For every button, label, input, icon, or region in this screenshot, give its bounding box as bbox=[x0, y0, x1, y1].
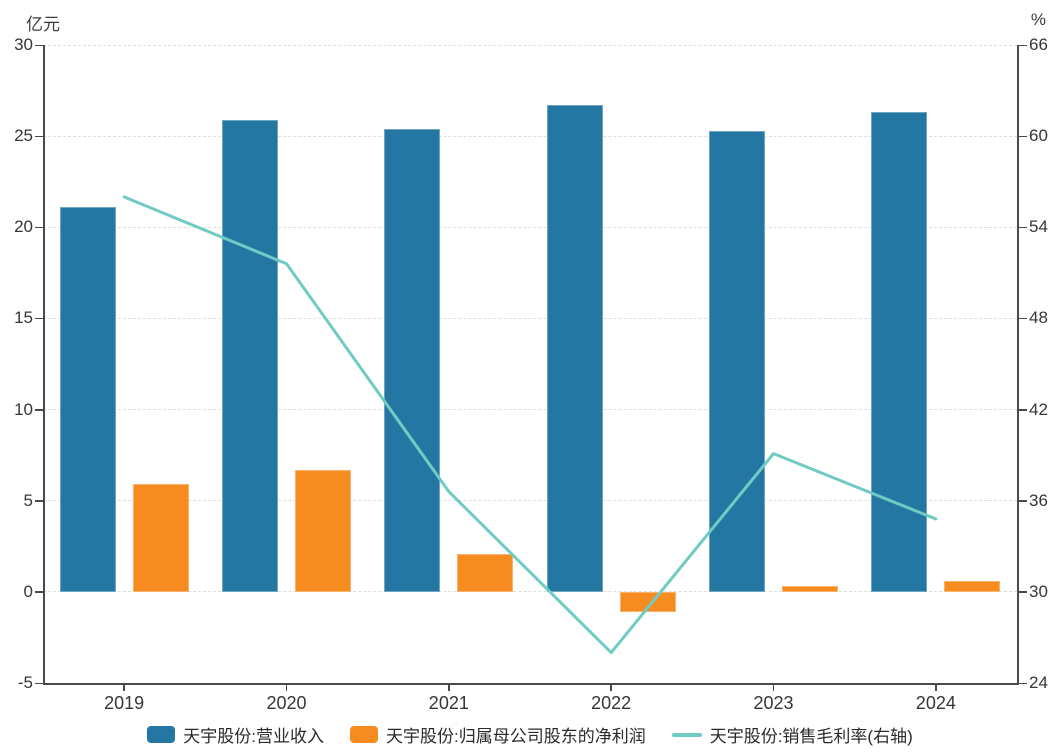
right-tick-label-36: 36 bbox=[1029, 490, 1048, 510]
left-tick-label-25: 25 bbox=[14, 126, 33, 146]
bar-revenue-2021 bbox=[384, 128, 441, 592]
right-tick-54 bbox=[1018, 226, 1027, 229]
x-label-2021: 2021 bbox=[428, 693, 469, 713]
left-tick-label-10: 10 bbox=[14, 399, 33, 419]
bar-net-profit-2019 bbox=[132, 484, 189, 592]
gross-margin-legend-line-icon bbox=[671, 732, 702, 737]
x-tick-2020 bbox=[285, 683, 288, 691]
gridline-30 bbox=[43, 44, 1017, 46]
right-tick-48 bbox=[1018, 317, 1027, 320]
revenue-legend-swatch-icon bbox=[147, 726, 176, 743]
legend-item-revenue: 天宇股份:营业收入 bbox=[147, 722, 324, 747]
right-tick-30 bbox=[1018, 591, 1027, 593]
x-label-2019: 2019 bbox=[104, 693, 145, 713]
left-tick-15 bbox=[35, 317, 43, 320]
right-tick-label-42: 42 bbox=[1029, 399, 1048, 419]
bar-revenue-2023 bbox=[709, 130, 765, 592]
right-tick-label-30: 30 bbox=[1029, 581, 1048, 601]
net-profit-legend-swatch-icon bbox=[349, 726, 378, 743]
left-tick-30 bbox=[35, 44, 43, 46]
x-tick-2023 bbox=[772, 683, 775, 691]
legend-label-net-profit: 天宇股份:归属母公司股东的净利润 bbox=[385, 727, 646, 746]
right-tick-24 bbox=[1018, 682, 1027, 684]
bar-net-profit-2020 bbox=[295, 469, 351, 592]
left-tick-0 bbox=[35, 591, 43, 593]
left-tick-20 bbox=[35, 226, 43, 229]
right-tick-label-48: 48 bbox=[1029, 308, 1048, 328]
left-tick-label-0: 0 bbox=[23, 581, 33, 601]
bar-revenue-2020 bbox=[222, 119, 278, 592]
x-label-2024: 2024 bbox=[915, 693, 956, 713]
right-tick-42 bbox=[1018, 409, 1027, 411]
x-axis-line bbox=[43, 683, 1019, 685]
bar-revenue-2022 bbox=[546, 105, 603, 592]
x-tick-2024 bbox=[935, 683, 937, 691]
x-label-2020: 2020 bbox=[266, 693, 307, 713]
left-tick-5 bbox=[35, 500, 43, 502]
x-tick-2021 bbox=[448, 683, 450, 691]
left-tick-label-15: 15 bbox=[14, 308, 33, 328]
bar-net-profit-2023 bbox=[782, 586, 838, 592]
left-tick-label--5: -5 bbox=[17, 673, 33, 692]
bar-revenue-2024 bbox=[871, 112, 928, 592]
right-axis-unit-label: % bbox=[1030, 10, 1046, 29]
left-tick-25 bbox=[35, 135, 43, 138]
left-axis-line bbox=[43, 45, 45, 683]
right-tick-label-54: 54 bbox=[1029, 217, 1048, 237]
left-tick--5 bbox=[35, 682, 43, 684]
legend-label-revenue: 天宇股份:营业收入 bbox=[183, 727, 324, 746]
gridline-25 bbox=[43, 135, 1017, 137]
x-tick-2019 bbox=[123, 683, 125, 691]
bar-revenue-2019 bbox=[59, 207, 116, 592]
bar-net-profit-2024 bbox=[944, 580, 1001, 592]
right-tick-label-24: 24 bbox=[1029, 673, 1048, 692]
bar-net-profit-2022 bbox=[619, 591, 676, 612]
left-axis-unit-label: 亿元 bbox=[26, 15, 60, 34]
legend-label-gross-margin: 天宇股份:销售毛利率(右轴) bbox=[709, 727, 913, 746]
right-axis-line bbox=[1017, 45, 1019, 683]
right-tick-60 bbox=[1018, 135, 1027, 138]
left-tick-10 bbox=[35, 409, 43, 411]
x-tick-2022 bbox=[610, 683, 612, 691]
left-tick-label-20: 20 bbox=[14, 217, 33, 237]
legend-item-net-profit: 天宇股份:归属母公司股东的净利润 bbox=[349, 722, 646, 747]
right-tick-66 bbox=[1018, 44, 1027, 46]
right-tick-label-60: 60 bbox=[1029, 126, 1048, 146]
legend-item-gross-margin: 天宇股份:销售毛利率(右轴) bbox=[671, 722, 913, 747]
bar-net-profit-2021 bbox=[457, 553, 514, 592]
left-tick-label-5: 5 bbox=[23, 490, 33, 510]
left-tick-label-30: 30 bbox=[14, 35, 33, 54]
x-label-2022: 2022 bbox=[591, 693, 632, 713]
right-tick-label-66: 66 bbox=[1029, 35, 1048, 54]
right-tick-36 bbox=[1018, 500, 1027, 502]
x-label-2023: 2023 bbox=[753, 693, 794, 713]
legend: 天宇股份:营业收入 天宇股份:归属母公司股东的净利润 天宇股份:销售毛利率(右轴… bbox=[0, 722, 1060, 747]
